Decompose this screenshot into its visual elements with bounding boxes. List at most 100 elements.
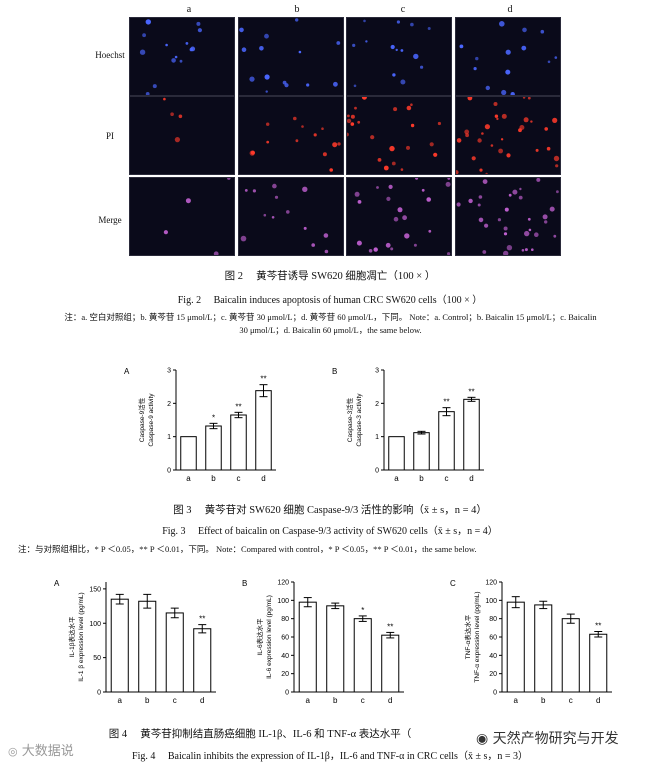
y-axis-label: IL-6表达水平 <box>255 618 264 656</box>
x-tick-label: c <box>361 696 365 705</box>
y-tick-label: 0 <box>493 690 497 697</box>
y-tick-label: 0 <box>285 690 289 697</box>
x-tick-label: d <box>596 696 600 705</box>
micrograph-merge-c <box>346 177 452 256</box>
x-tick-label: b <box>541 696 546 705</box>
bar-b <box>205 425 222 471</box>
x-tick-label: d <box>261 474 265 483</box>
bar-a <box>298 601 317 693</box>
y-axis-label: IL-6 expression level (pg/mL) <box>266 595 273 679</box>
y-axis-label: Caspase-9 activity <box>148 393 155 447</box>
x-tick-label: a <box>118 696 123 705</box>
bar-a <box>180 436 197 471</box>
bar-d <box>193 628 212 693</box>
x-tick-label: a <box>394 474 399 483</box>
y-tick-label: 120 <box>485 580 497 587</box>
bar-d <box>381 634 400 693</box>
bar-b <box>326 605 345 693</box>
chart-caspase3: B 0 1 2 3 Caspase-3活性 Caspase-3 activity a b ** c *… <box>326 358 516 498</box>
fig3-caption-en: Fig. 3 Effect of baicalin on Caspase-9/3… <box>162 526 498 537</box>
col-label-c: c <box>400 4 406 15</box>
y-axis-label: TNF-α expression level (pg/mL) <box>474 591 481 682</box>
bar-c <box>165 612 184 693</box>
significance-mark: ** <box>260 375 266 384</box>
y-axis-label: TNF-α表达水平 <box>463 614 472 659</box>
bar-c <box>438 411 455 471</box>
bar-b <box>534 604 553 693</box>
x-tick-label: a <box>306 696 311 705</box>
significance-mark: ** <box>387 622 393 631</box>
x-tick-label: c <box>173 696 177 705</box>
micrograph-hoechst-b <box>238 17 344 96</box>
bar-a <box>110 598 129 693</box>
y-axis-label: Caspase-3活性 <box>345 397 354 442</box>
chart-il6: B 0 20 40 60 80 100 120 IL-6表达水平 IL-6 expression … <box>224 572 434 722</box>
chart-il1b: A 0 50 100 150 IL-1β表达水平 IL-1 β expression lev… <box>14 572 224 722</box>
significance-mark: ** <box>443 398 449 407</box>
x-tick-label: b <box>333 696 338 705</box>
y-tick-label: 0 <box>167 468 171 475</box>
x-tick-label: c <box>445 474 449 483</box>
y-axis-label: Caspase-9活性 <box>137 397 146 442</box>
y-tick-label: 2 <box>375 401 379 408</box>
x-tick-label: d <box>200 696 204 705</box>
x-tick-label: b <box>211 474 216 483</box>
fig3-note: 注：与对照组相比，* P ＜0.05，** P ＜0.01，下同。 Note：C… <box>18 544 477 554</box>
watermark-right: ◉ 天然产物研究与开发 <box>476 731 619 747</box>
y-axis-label: IL-1 β expression level (pg/mL) <box>78 592 85 681</box>
micrograph-pi-b <box>238 96 344 175</box>
micrograph-pi-a <box>129 96 235 175</box>
x-tick-label: b <box>419 474 424 483</box>
significance-mark: ** <box>468 387 474 396</box>
y-tick-label: 40 <box>281 653 289 660</box>
micrograph-hoechst-c <box>346 17 452 96</box>
panel-letter: C <box>450 579 456 588</box>
y-tick-label: 40 <box>489 653 497 660</box>
significance-mark: ** <box>199 615 205 624</box>
significance-mark: ** <box>235 402 241 411</box>
micrograph-pi-c <box>346 96 452 175</box>
row-label-merge: Merge <box>98 215 122 225</box>
panel-letter: A <box>54 579 60 588</box>
y-tick-label: 150 <box>89 586 101 593</box>
col-label-a: a <box>186 4 192 15</box>
y-tick-label: 3 <box>167 368 171 375</box>
bar-a <box>388 436 405 471</box>
y-tick-label: 100 <box>485 598 497 605</box>
row-label-hoechst: Hoechst <box>95 50 125 60</box>
fig4-caption-cn: 图 4 黄芩苷抑制结直肠癌细胞 IL-1β、IL-6 和 TNF-α 表达水平（ <box>108 729 412 740</box>
chart-tnfa: C 0 20 40 60 80 100 120 TNF-α表达水平 TNF-α expressio… <box>432 572 642 722</box>
col-label-d: d <box>507 4 513 15</box>
micrograph-merge-b <box>238 177 344 256</box>
x-tick-label: b <box>145 696 150 705</box>
significance-mark: * <box>361 606 364 615</box>
bar-d <box>589 633 608 693</box>
y-tick-label: 2 <box>167 401 171 408</box>
panel-letter: A <box>124 367 130 376</box>
y-tick-label: 80 <box>281 616 289 623</box>
y-tick-label: 60 <box>281 635 289 642</box>
x-tick-label: c <box>237 474 241 483</box>
fig3-caption-cn: 图 3 黄芩苷对 SW620 细胞 Caspase-9/3 活性的影响（x̄ ±… <box>173 505 487 516</box>
y-tick-label: 20 <box>281 671 289 678</box>
bar-c <box>230 414 247 471</box>
wechat-icon: ◉ <box>476 731 489 747</box>
y-tick-label: 1 <box>167 434 171 441</box>
micrograph-hoechst-d <box>455 17 561 96</box>
watermark-left: ◎ 大数据说 <box>8 744 74 759</box>
micrograph-merge-d <box>455 177 561 256</box>
bar-b <box>138 600 157 693</box>
significance-mark: * <box>212 413 215 422</box>
row-label-pi: PI <box>105 131 114 141</box>
y-tick-label: 80 <box>489 616 497 623</box>
y-tick-label: 50 <box>93 655 101 662</box>
col-label-b: b <box>294 4 300 15</box>
y-tick-label: 100 <box>89 621 101 628</box>
y-tick-label: 0 <box>97 690 101 697</box>
bar-c <box>353 618 372 693</box>
fig2-caption-cn: 图 2 黄芩苷诱导 SW620 细胞凋亡（100 × ） <box>224 271 436 282</box>
fig2-note: 注：a. 空白对照组；b. 黄芩苷 15 μmol/L；c. 黄芩苷 30 μm… <box>64 312 597 335</box>
fig2-caption-en: Fig. 2 Baicalin induces apoptosis of hum… <box>177 295 483 306</box>
micrograph-hoechst-a <box>129 17 235 96</box>
x-tick-label: a <box>514 696 519 705</box>
